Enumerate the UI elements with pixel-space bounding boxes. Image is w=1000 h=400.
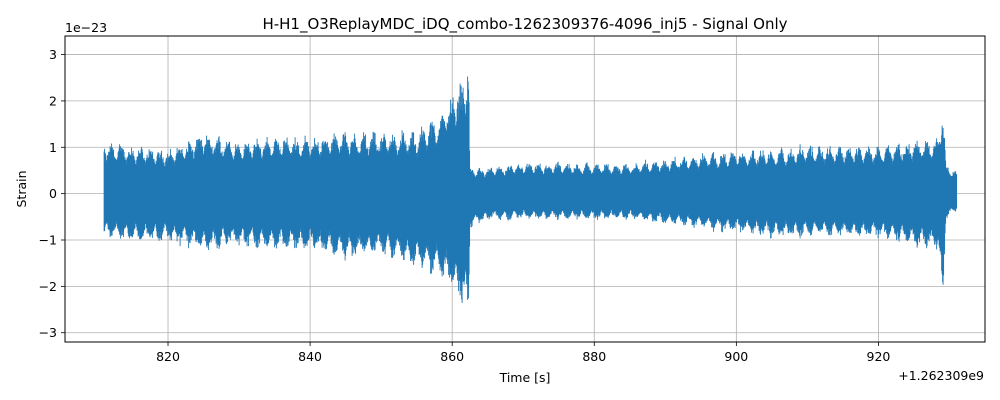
x-tick-label: 820 <box>156 349 180 364</box>
plot-frame <box>64 35 986 343</box>
x-axis-ticks: 820 840 860 880 900 920 <box>156 342 890 364</box>
x-tick-label: 840 <box>298 349 322 364</box>
y-tick-label: 2 <box>49 93 57 108</box>
chart-title: H-H1_O3ReplayMDC_iDQ_combo-1262309376-40… <box>262 15 787 34</box>
x-tick-label: 900 <box>724 349 748 364</box>
signal-trace <box>103 76 958 303</box>
x-tick-label: 920 <box>867 349 891 364</box>
y-tick-label: 0 <box>49 186 57 201</box>
y-axis-ticks: −3 −2 −1 0 1 2 3 <box>39 47 65 340</box>
y-tick-label: −2 <box>39 279 57 294</box>
y-tick-label: −1 <box>39 233 57 248</box>
y-axis-label: Strain <box>14 170 29 207</box>
x-axis-label: Time [s] <box>499 370 551 385</box>
x-tick-label: 880 <box>582 349 606 364</box>
x-offset-label: +1.262309e9 <box>898 368 984 383</box>
y-scale-label: 1e−23 <box>65 20 107 35</box>
x-tick-label: 860 <box>440 349 464 364</box>
y-tick-label: 1 <box>49 140 57 155</box>
y-tick-label: 3 <box>49 47 57 62</box>
plot-data <box>103 76 958 303</box>
y-tick-label: −3 <box>39 325 57 340</box>
